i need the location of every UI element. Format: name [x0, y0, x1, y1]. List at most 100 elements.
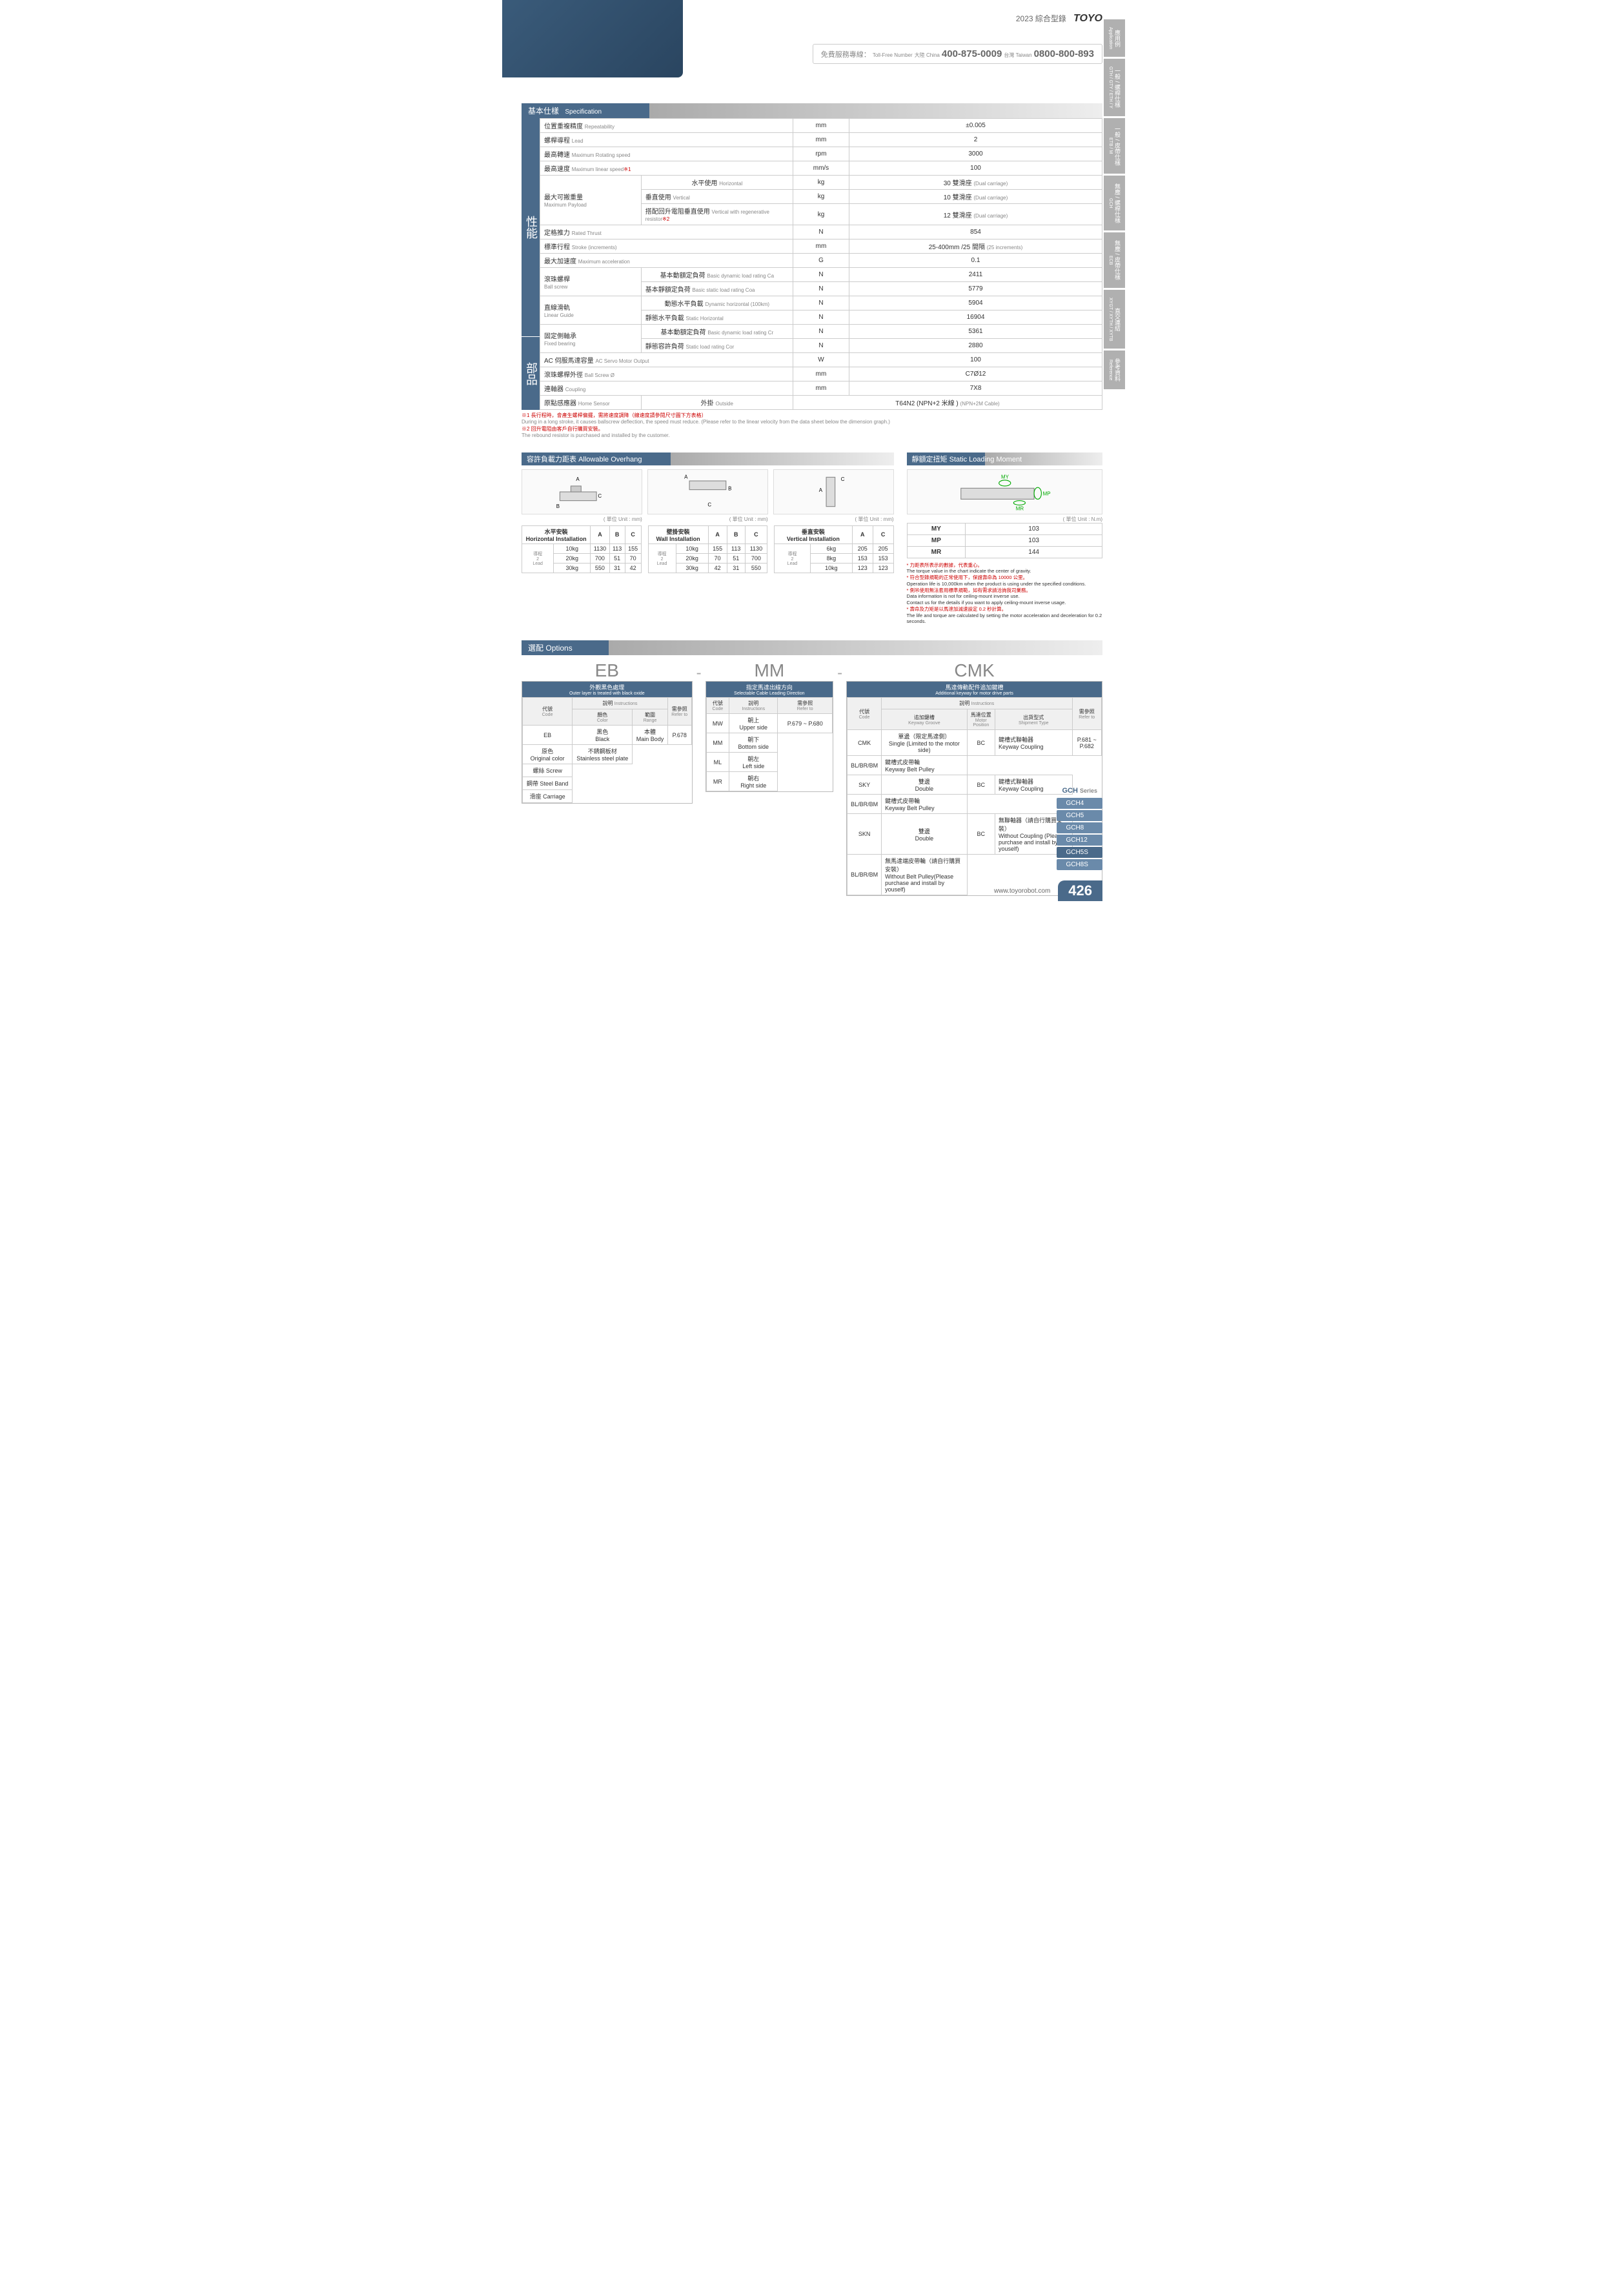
spec-cell: 外掛 Outside — [641, 396, 793, 410]
series-item[interactable]: GCH8 — [1057, 822, 1102, 833]
moment-note: * 力距表所表示的數據，代表重心。 — [907, 562, 1102, 569]
spec-cell: 2 — [849, 133, 1102, 147]
unit-v: ( 單位 Unit : mm) — [773, 516, 894, 523]
side-tab[interactable]: 一般 / 皮帶仕樣ETB / M — [1104, 118, 1125, 174]
spec-cell: 螺桿導程 Lead — [540, 133, 793, 147]
opt-eb-table: 代號Code說明 Instructions需參照Refer to顏色Color範… — [522, 697, 692, 803]
unit-h: ( 單位 Unit : mm) — [522, 516, 642, 523]
side-tab[interactable]: 一般 / 螺桿仕樣GTH / GTY / ETH / Y — [1104, 59, 1125, 116]
opt-mm-title: 指定馬達出線方向 Selectable Cable Leading Direct… — [706, 682, 833, 697]
spec-cell: mm — [793, 133, 849, 147]
overhang-table: 水平安裝Horizontal InstallationABC導程2Lead10k… — [522, 525, 642, 573]
spec-cell: 0.1 — [849, 254, 1102, 268]
svg-text:A: A — [576, 476, 580, 482]
spec-cell: 100 — [849, 161, 1102, 176]
spec-cell: W — [793, 353, 849, 367]
spec-cell: 2411 — [849, 268, 1102, 282]
vlabel-perf: 性能 — [522, 118, 540, 336]
spec-cell: 5361 — [849, 325, 1102, 339]
svg-text:MR: MR — [1015, 505, 1024, 511]
spec-notes: ※1 長行程時，會產生螺桿偏擺，需將速度調降（線速度請參閱尺寸圖下方表格）Dur… — [522, 412, 1102, 440]
svg-text:A: A — [818, 487, 822, 493]
moment-table: MY103MP103MR144 — [907, 523, 1102, 558]
spec-cell: kg — [793, 204, 849, 225]
phone-tw: 0800-800-893 — [1034, 48, 1094, 59]
spec-table: 位置重複精度 Repeatabilitymm±0.005螺桿導程 Leadmm2… — [540, 118, 1102, 410]
spec-cell: N — [793, 339, 849, 353]
series-item[interactable]: GCH5S — [1057, 847, 1102, 858]
spec-cell: 3000 — [849, 147, 1102, 161]
side-tab[interactable]: 參考資料Reference — [1104, 351, 1125, 389]
spec-cell: 基本動額定負荷 Basic dynamic load rating Ca — [641, 268, 793, 282]
moment-note: * 壽命及力矩是以馬達加減速設定 0.2 秒計算。 — [907, 606, 1102, 613]
spec-cell: 最高速度 Maximum linear speed※1 — [540, 161, 793, 176]
options-title-zh: 選配 — [528, 644, 543, 653]
side-tab[interactable]: 無塵 / 皮帶仕樣ECB — [1104, 232, 1125, 288]
spec-cell: N — [793, 310, 849, 325]
moment-title-zh: 靜額定扭矩 — [912, 456, 948, 463]
series-item[interactable]: GCH5 — [1057, 810, 1102, 821]
tollfree-label: 免費服務專線： — [821, 51, 871, 59]
overhang-header: 容許負載力距表 Allowable Overhang — [522, 452, 894, 465]
spec-cell: 30 雙滑座 (Dual carriage) — [849, 176, 1102, 190]
spec-header: 基本仕樣 Specification — [522, 103, 1102, 118]
side-tab[interactable]: 直交連結XYGT / XYTH / XYTB — [1104, 290, 1125, 349]
opt-mm-code: MM — [705, 660, 833, 681]
spec-cell: 16904 — [849, 310, 1102, 325]
spec-cell: 12 雙滑座 (Dual carriage) — [849, 204, 1102, 225]
spec-cell: 標準行程 Stroke (increments) — [540, 239, 793, 254]
header-right: 2023 綜合型錄 TOYO 免費服務專線： Toll-Free Number … — [813, 13, 1102, 64]
overhang-table: 垂直安裝Vertical InstallationAC導程2Lead6kg205… — [774, 525, 894, 573]
brand-logo: TOYO — [1073, 13, 1102, 24]
spec-cell: 7X8 — [849, 381, 1102, 396]
spec-cell: 基本動額定負荷 Basic dynamic load rating Cr — [641, 325, 793, 339]
spec-cell: mm — [793, 367, 849, 381]
svg-text:C: C — [598, 493, 602, 499]
note-line: The rebound resistor is purchased and in… — [522, 432, 1102, 439]
spec-cell: N — [793, 296, 849, 310]
spec-cell: 最大加速度 Maximum acceleration — [540, 254, 793, 268]
spec-cell: 原點感應器 Home Sensor — [540, 396, 642, 410]
product-image — [502, 0, 683, 77]
overhang-diagram-w: ABC — [647, 469, 768, 514]
catalog-year: 2023 綜合型錄 — [1016, 14, 1066, 23]
vlabel-parts: 部品 — [522, 336, 540, 410]
spec-cell: mm/s — [793, 161, 849, 176]
spec-cell: kg — [793, 176, 849, 190]
spec-cell: 直線滑軌Linear Guide — [540, 296, 642, 325]
note-line: During in a long stroke, it causes balls… — [522, 419, 1102, 425]
page-number: 426 — [1058, 880, 1102, 901]
spec-cell: 固定側軸承Fixed bearing — [540, 325, 642, 353]
series-item[interactable]: GCH12 — [1057, 835, 1102, 846]
moment-note: * 符合型錄規範的正常使用下，保證壽命為 10000 公里。 — [907, 574, 1102, 581]
moment-note: Contact us for the details if you want t… — [907, 600, 1102, 606]
spec-cell: 動態水平負載 Dynamic horizontal (100km) — [641, 296, 793, 310]
spec-cell: 定格推力 Rated Thrust — [540, 225, 793, 239]
series-item[interactable]: GCH8S — [1057, 859, 1102, 870]
moment-header: 靜額定扭矩 Static Loading Moment — [907, 452, 1102, 465]
tollfree-en: Toll-Free Number — [873, 52, 913, 58]
spec-cell: 滾珠螺桿外徑 Ball Screw Ø — [540, 367, 793, 381]
side-tab[interactable]: 無塵 / 螺桿仕樣GCH — [1104, 176, 1125, 231]
spec-cell: mm — [793, 119, 849, 133]
spec-cell: 滾珠螺桿Ball screw — [540, 268, 642, 296]
svg-text:MP: MP — [1042, 491, 1050, 496]
spec-cell: 基本靜額定負荷 Basic static load rating Coa — [641, 282, 793, 296]
opt-eb-code: EB — [522, 660, 693, 681]
moment-note: The torque value in the chart indicate t… — [907, 568, 1102, 574]
spec-cell: 2880 — [849, 339, 1102, 353]
side-tab[interactable]: 應用例Application — [1104, 19, 1125, 57]
spec-cell: 連軸器 Coupling — [540, 381, 793, 396]
spec-cell: 854 — [849, 225, 1102, 239]
overhang-table: 壁掛安裝Wall InstallationABC導程2Lead10kg15511… — [648, 525, 768, 573]
side-tabs: 應用例Application一般 / 螺桿仕樣GTH / GTY / ETH /… — [1104, 19, 1122, 391]
overhang-diagram-h: A B C — [522, 469, 642, 514]
moment-note: * 側吊使用無法套用標準規範，如有需求請洽詢我司業務。 — [907, 587, 1102, 594]
svg-text:C: C — [707, 502, 711, 507]
svg-text:B: B — [556, 503, 560, 509]
spec-cell: 100 — [849, 353, 1102, 367]
spec-cell: N — [793, 325, 849, 339]
series-item[interactable]: GCH4 — [1057, 798, 1102, 809]
opt-cmk-code: CMK — [846, 660, 1102, 681]
footer: www.toyorobot.com 426 — [994, 880, 1102, 901]
